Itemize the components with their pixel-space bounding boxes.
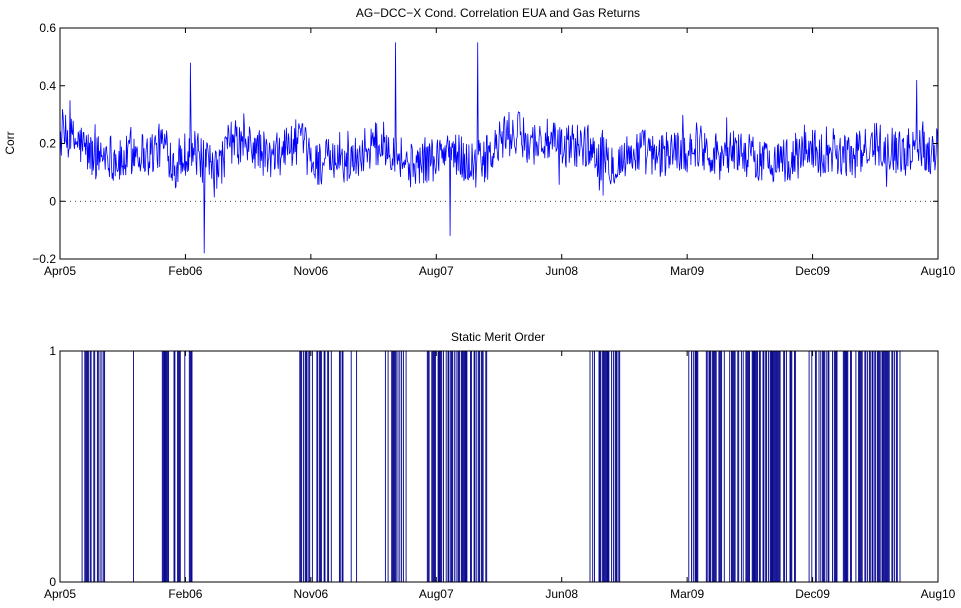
x-tick-label: Mar09 (670, 264, 704, 278)
y-tick-label: −0.2 (32, 252, 56, 266)
x-tick-label: Aug10 (921, 264, 956, 278)
x-tick-label: Mar09 (670, 587, 704, 601)
x-tick-label: Aug10 (921, 587, 956, 601)
regime-block (688, 351, 699, 582)
x-tick-label: Aug07 (419, 264, 454, 278)
x-tick-label: Jun08 (545, 264, 578, 278)
x-tick-label: Feb06 (168, 587, 202, 601)
y-tick-label: 0.6 (39, 21, 56, 35)
axes-frame (59, 350, 939, 583)
chart-title: Static Merit Order (451, 330, 545, 344)
y-tick-label: 1 (49, 344, 56, 358)
y-tick-label: 0 (49, 575, 56, 589)
x-tick-label: Feb06 (168, 264, 202, 278)
x-tick-label: Aug07 (419, 587, 454, 601)
x-tick-label: Nov06 (294, 264, 329, 278)
regime-block (705, 351, 796, 582)
merit-order-chart: Static Merit Order 0 1 Apr05 Feb06 Nov06 Aug0… (44, 330, 956, 601)
x-tick-label: Nov06 (294, 587, 329, 601)
regime-block (384, 351, 407, 582)
regime-block (161, 351, 193, 582)
y-tick-label: 0.4 (39, 79, 56, 93)
x-tick-label: Dec09 (795, 587, 830, 601)
regime-block (426, 351, 488, 582)
x-tick-label: Apr05 (44, 587, 76, 601)
regime-block (589, 351, 621, 582)
y-axis-label: Corr (3, 131, 17, 154)
y-tick-label: 0.2 (39, 137, 56, 151)
regime-block (842, 351, 901, 582)
x-tick-label: Apr05 (44, 264, 76, 278)
regime-block (299, 351, 344, 582)
correlation-chart: AG−DCC−X Cond. Correlation EUA and Gas R… (3, 6, 956, 278)
x-tick-label: Dec09 (795, 264, 830, 278)
regime-block (808, 351, 838, 582)
correlation-series-line (59, 42, 939, 254)
regime-block (81, 351, 106, 582)
chart-title: AG−DCC−X Cond. Correlation EUA and Gas R… (356, 6, 640, 20)
x-tick-label: Jun08 (545, 587, 578, 601)
y-tick-label: 0 (49, 194, 56, 208)
regime-block (350, 351, 358, 582)
